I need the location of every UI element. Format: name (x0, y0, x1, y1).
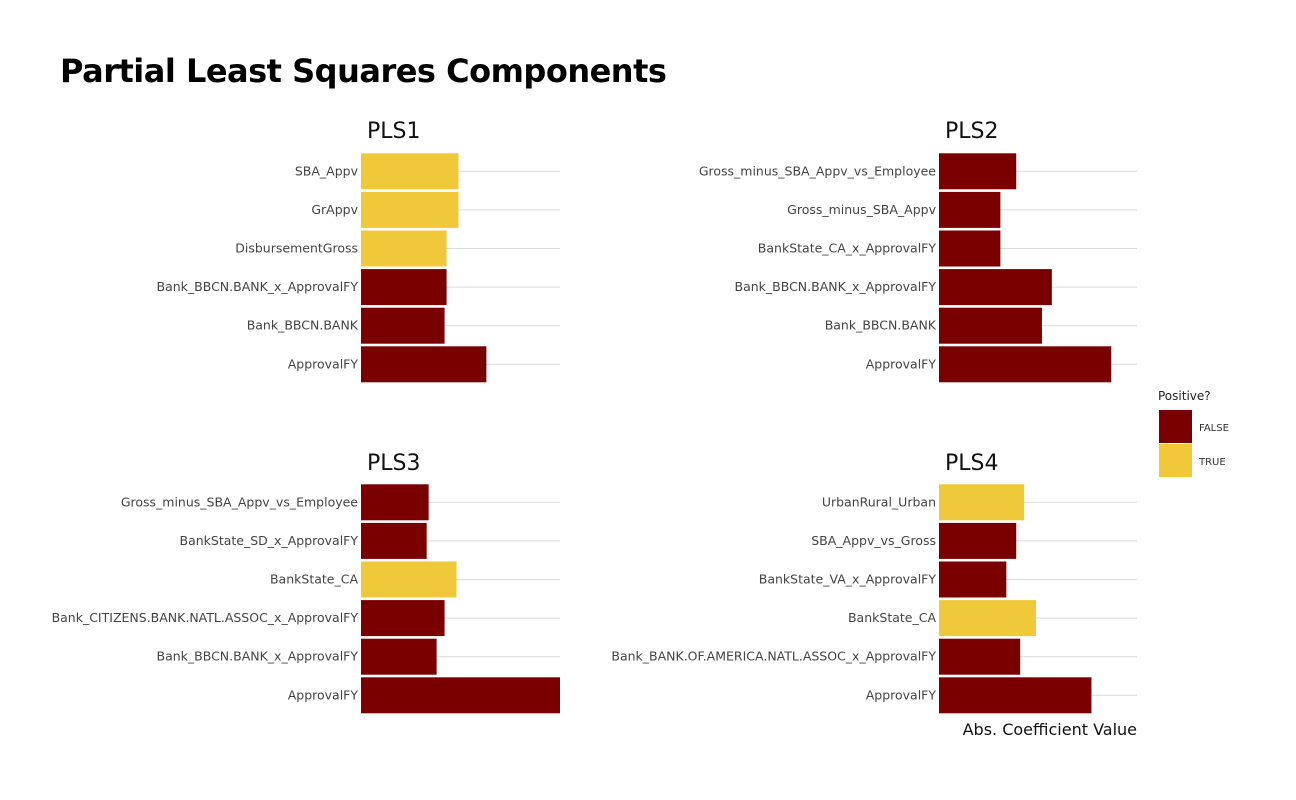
bar (939, 191, 1001, 228)
bar (361, 522, 427, 559)
bar (939, 638, 1021, 675)
bar (361, 153, 459, 190)
bar (361, 346, 487, 383)
category-label: ApprovalFY (288, 687, 359, 702)
category-label: Bank_BBCN.BANK (825, 318, 937, 333)
bar (939, 307, 1042, 344)
bar (939, 522, 1017, 559)
category-label: ApprovalFY (866, 356, 937, 371)
bar (361, 484, 429, 521)
bar (361, 561, 457, 598)
bar (939, 153, 1017, 190)
legend-label: FALSE (1199, 423, 1229, 434)
category-label: Bank_BBCN.BANK_x_ApprovalFY (157, 649, 359, 664)
category-label: UrbanRural_Urban (822, 494, 936, 509)
category-label: Gross_minus_SBA_Appv_vs_Employee (699, 163, 936, 178)
category-label: GrAppv (311, 202, 358, 217)
panel-pls1: PLS1 SBA_Appv GrAppv DisbursementGross Bank_… (157, 119, 560, 383)
panel-title: PLS4 (945, 451, 999, 476)
category-label: DisbursementGross (235, 241, 358, 256)
category-label: ApprovalFY (288, 356, 359, 371)
bar (939, 230, 1001, 267)
category-label: ApprovalFY (866, 687, 937, 702)
bar (361, 230, 447, 267)
legend-title: Positive? (1158, 389, 1211, 403)
category-label: SBA_Appv_vs_Gross (811, 533, 936, 548)
category-label: Bank_BBCN.BANK (247, 318, 359, 333)
legend: Positive? FALSE TRUE (1158, 389, 1229, 477)
panel-pls2: PLS2 Gross_minus_SBA_Appv_vs_Employee Gros… (699, 119, 1137, 383)
bar (939, 600, 1037, 637)
legend-swatch (1159, 410, 1192, 443)
bar (361, 307, 445, 344)
bar (361, 677, 560, 714)
bar (361, 269, 447, 306)
panel-pls4: PLS4 UrbanRural_Urban SBA_Appv_vs_Gross Ban… (611, 451, 1137, 714)
panel-pls3: PLS3 Gross_minus_SBA_Appv_vs_Employee Bank… (52, 451, 560, 714)
bar (361, 600, 445, 637)
category-label: Bank_CITIZENS.BANK.NATL.ASSOC_x_Approval… (52, 610, 359, 625)
bar (361, 191, 459, 228)
category-label: Gross_minus_SBA_Appv_vs_Employee (121, 494, 358, 509)
category-label: BankState_CA (848, 610, 936, 625)
category-label: Bank_BBCN.BANK_x_ApprovalFY (735, 279, 937, 294)
bar (939, 346, 1112, 383)
category-label: Gross_minus_SBA_Appv (787, 202, 936, 217)
x-axis-label: Abs. Coefficient Value (963, 720, 1137, 739)
category-label: BankState_VA_x_ApprovalFY (759, 572, 937, 587)
bar (939, 561, 1007, 598)
category-label: BankState_SD_x_ApprovalFY (180, 533, 359, 548)
bar (939, 269, 1052, 306)
chart-title: Partial Least Squares Components (60, 52, 667, 90)
category-label: Bank_BANK.OF.AMERICA.NATL.ASSOC_x_Approv… (611, 649, 936, 664)
panel-title: PLS1 (367, 119, 421, 144)
category-label: BankState_CA_x_ApprovalFY (758, 241, 937, 256)
category-label: Bank_BBCN.BANK_x_ApprovalFY (157, 279, 359, 294)
category-label: SBA_Appv (295, 163, 359, 178)
bar (361, 638, 437, 675)
bar (939, 484, 1025, 521)
category-label: BankState_CA (270, 572, 358, 587)
panel-title: PLS3 (367, 451, 421, 476)
legend-swatch (1159, 444, 1192, 477)
panel-title: PLS2 (945, 119, 999, 144)
legend-label: TRUE (1198, 457, 1226, 468)
bar (939, 677, 1092, 714)
